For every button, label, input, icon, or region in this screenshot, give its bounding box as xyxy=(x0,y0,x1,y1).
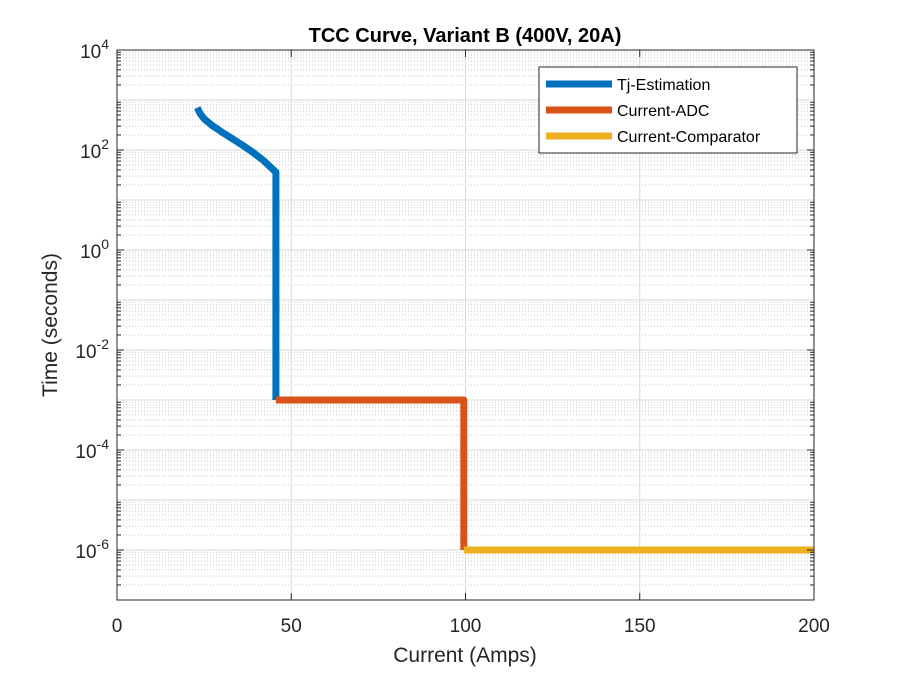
y-tick-label: 10-2 xyxy=(75,336,109,363)
series-current-adc xyxy=(275,396,468,550)
y-tick-label: 10-6 xyxy=(75,536,109,563)
series-layer xyxy=(194,106,814,554)
x-axis-label: Current (Amps) xyxy=(393,644,537,667)
y-tick-label: 102 xyxy=(80,136,109,163)
x-tick-label: 50 xyxy=(281,616,302,637)
y-tick-labels: 104 102 100 10-2 10-4 10-6 xyxy=(75,36,109,563)
x-tick-label: 100 xyxy=(450,616,482,637)
x-tick-label: 150 xyxy=(624,616,656,637)
legend-label: Current-Comparator xyxy=(617,129,761,146)
y-axis-label: Time (seconds) xyxy=(39,253,62,397)
x-tick-label: 0 xyxy=(112,616,123,637)
legend: Tj-Estimation Current-ADC Current-Comparat… xyxy=(538,66,798,154)
axis-ticks xyxy=(116,49,815,600)
y-tick-label: 100 xyxy=(80,236,109,263)
y-tick-label: 104 xyxy=(80,36,109,63)
legend-label: Tj-Estimation xyxy=(617,77,710,94)
x-tick-label: 200 xyxy=(798,616,830,637)
legend-label: Current-ADC xyxy=(617,103,709,120)
y-tick-label: 10-4 xyxy=(75,436,109,463)
chart-title: TCC Curve, Variant B (400V, 20A) xyxy=(309,25,622,47)
series-tj-estimation xyxy=(194,106,280,400)
x-tick-labels: 0 50 100 150 200 xyxy=(112,616,830,637)
